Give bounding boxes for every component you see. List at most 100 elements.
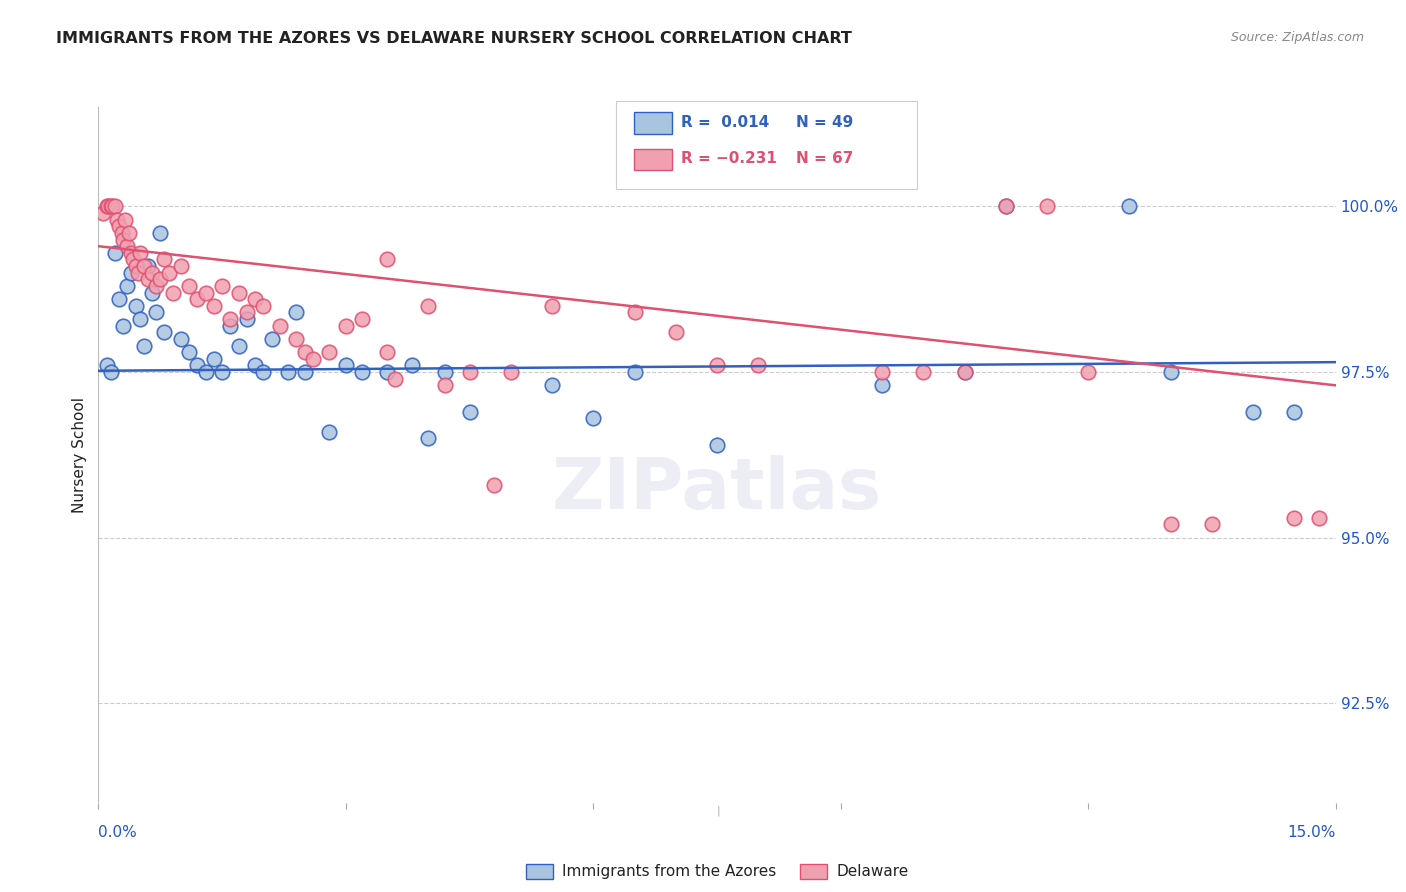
Point bbox=[157, 266, 180, 280]
Point bbox=[458, 365, 481, 379]
Point bbox=[112, 318, 135, 333]
Point bbox=[302, 351, 325, 366]
Point bbox=[219, 318, 242, 333]
Y-axis label: Nursery School: Nursery School bbox=[72, 397, 87, 513]
Point bbox=[100, 365, 122, 379]
Point bbox=[294, 365, 316, 379]
Point bbox=[294, 345, 316, 359]
Point bbox=[141, 285, 163, 300]
Point bbox=[994, 199, 1017, 213]
Point bbox=[141, 266, 163, 280]
Point bbox=[706, 438, 728, 452]
Point bbox=[1241, 405, 1264, 419]
Point bbox=[179, 345, 201, 359]
Point bbox=[582, 411, 605, 425]
Point bbox=[318, 345, 340, 359]
Legend: Immigrants from the Azores, Delaware: Immigrants from the Azores, Delaware bbox=[520, 857, 914, 886]
Point bbox=[1308, 511, 1330, 525]
Point bbox=[285, 305, 308, 319]
Point bbox=[623, 365, 645, 379]
Point bbox=[1284, 511, 1306, 525]
Text: 15.0%: 15.0% bbox=[1288, 825, 1336, 840]
Point bbox=[124, 299, 146, 313]
Point bbox=[128, 245, 150, 260]
Point bbox=[285, 332, 308, 346]
Point bbox=[170, 259, 193, 273]
Point bbox=[120, 266, 142, 280]
Point bbox=[870, 365, 893, 379]
Point bbox=[243, 292, 266, 306]
Point bbox=[252, 365, 274, 379]
Point bbox=[112, 233, 135, 247]
Point bbox=[484, 477, 506, 491]
Point bbox=[458, 405, 481, 419]
Point bbox=[136, 259, 159, 273]
Text: 0.0%: 0.0% bbox=[98, 825, 138, 840]
Point bbox=[352, 365, 374, 379]
Point bbox=[870, 378, 893, 392]
Point bbox=[375, 252, 398, 267]
Point bbox=[211, 365, 233, 379]
Text: N = 49: N = 49 bbox=[796, 115, 853, 129]
Point bbox=[110, 226, 132, 240]
Point bbox=[499, 365, 522, 379]
Point bbox=[179, 279, 201, 293]
Point bbox=[418, 431, 440, 445]
Point bbox=[260, 332, 283, 346]
Point bbox=[953, 365, 976, 379]
Text: R =  0.014: R = 0.014 bbox=[681, 115, 769, 129]
Point bbox=[117, 239, 139, 253]
Point bbox=[132, 338, 155, 352]
Point bbox=[228, 285, 250, 300]
Point bbox=[118, 226, 141, 240]
Point bbox=[375, 365, 398, 379]
Point bbox=[202, 299, 225, 313]
Point bbox=[1036, 199, 1059, 213]
Point bbox=[114, 212, 136, 227]
Point bbox=[418, 299, 440, 313]
Text: ZIPatlas: ZIPatlas bbox=[553, 455, 882, 524]
Point bbox=[96, 199, 118, 213]
Point bbox=[994, 199, 1017, 213]
Point bbox=[541, 378, 564, 392]
Point bbox=[236, 312, 259, 326]
Point bbox=[1118, 199, 1140, 213]
Text: IMMIGRANTS FROM THE AZORES VS DELAWARE NURSERY SCHOOL CORRELATION CHART: IMMIGRANTS FROM THE AZORES VS DELAWARE N… bbox=[56, 31, 852, 46]
Point bbox=[91, 206, 114, 220]
Point bbox=[145, 305, 167, 319]
Point bbox=[375, 345, 398, 359]
Point bbox=[219, 312, 242, 326]
Point bbox=[335, 359, 357, 373]
Point bbox=[912, 365, 935, 379]
Point bbox=[202, 351, 225, 366]
Point bbox=[194, 365, 217, 379]
Point bbox=[132, 259, 155, 273]
Point bbox=[706, 359, 728, 373]
Point bbox=[101, 199, 124, 213]
Point bbox=[127, 266, 149, 280]
Point bbox=[120, 245, 142, 260]
Point bbox=[104, 245, 127, 260]
Point bbox=[124, 259, 146, 273]
Point bbox=[128, 312, 150, 326]
Point bbox=[277, 365, 299, 379]
Point bbox=[122, 252, 145, 267]
Point bbox=[665, 326, 688, 340]
Text: R = −0.231: R = −0.231 bbox=[681, 152, 776, 166]
Point bbox=[170, 332, 193, 346]
Point bbox=[433, 378, 456, 392]
Point bbox=[149, 226, 172, 240]
Point bbox=[108, 219, 131, 234]
Point bbox=[186, 359, 208, 373]
Point bbox=[162, 285, 184, 300]
Point bbox=[433, 365, 456, 379]
Point bbox=[747, 359, 769, 373]
Point bbox=[1201, 517, 1223, 532]
Point bbox=[100, 199, 122, 213]
Point bbox=[117, 279, 139, 293]
Point bbox=[96, 359, 118, 373]
Point bbox=[1284, 405, 1306, 419]
Point bbox=[1160, 365, 1182, 379]
Point bbox=[318, 425, 340, 439]
Point bbox=[136, 272, 159, 286]
